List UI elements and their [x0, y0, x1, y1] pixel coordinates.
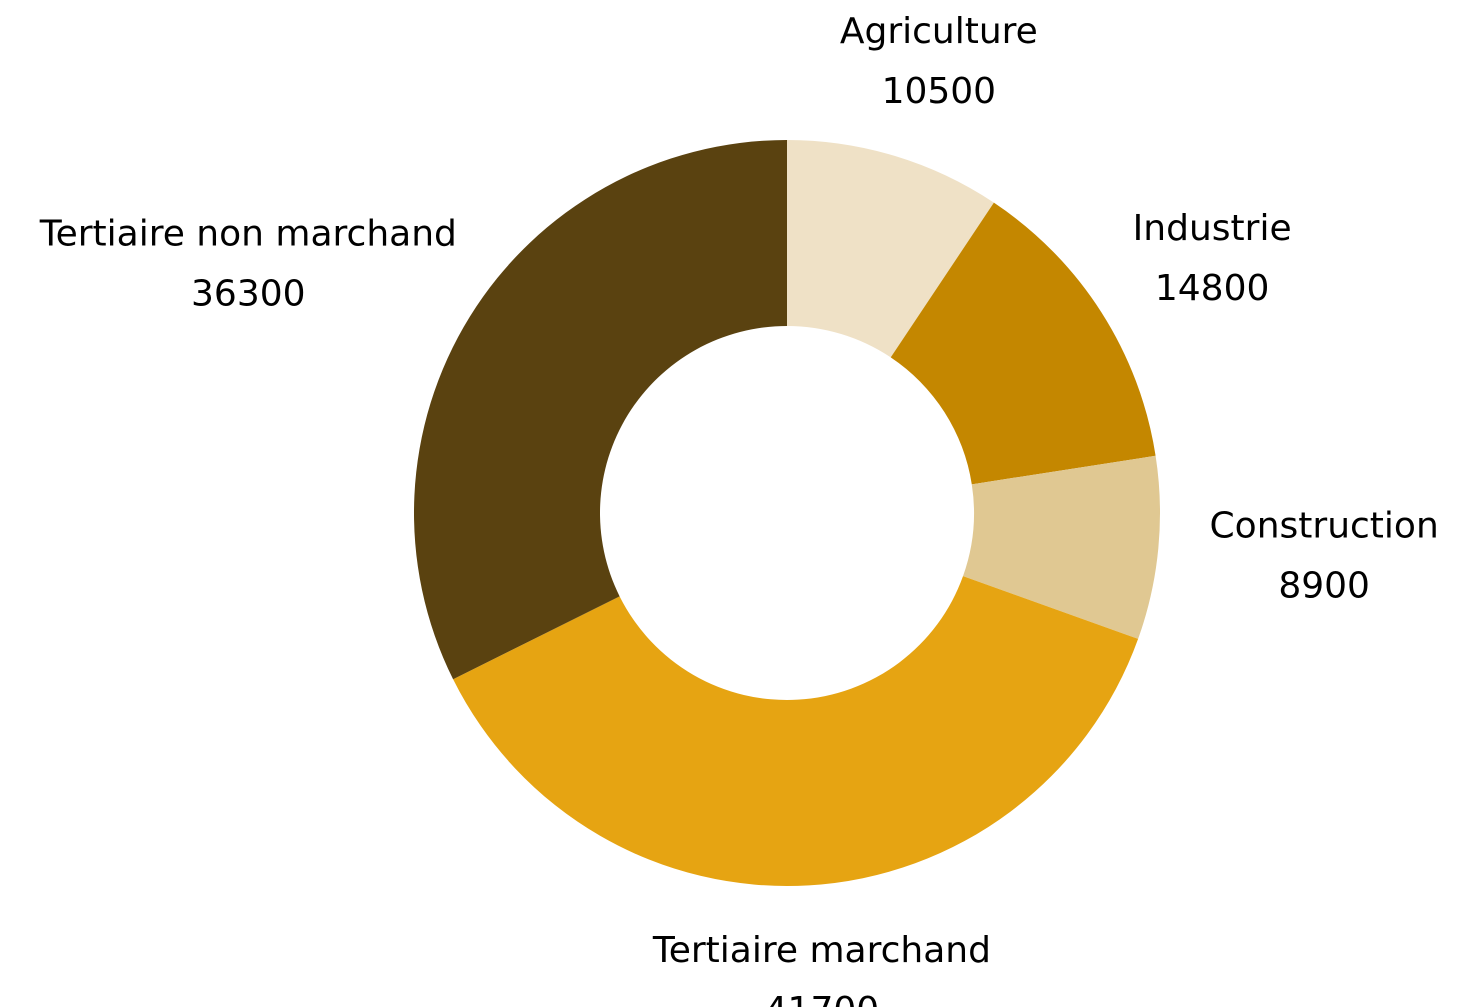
donut-slice — [414, 140, 787, 680]
donut-slice — [963, 455, 1160, 639]
slice-value: 8900 — [1278, 566, 1370, 607]
slice-value: 41700 — [765, 990, 880, 1007]
donut-slice — [453, 576, 1139, 887]
slice-label: Tertiaire non marchand — [39, 214, 457, 255]
slice-label: Construction — [1210, 506, 1439, 547]
slice-label: Tertiaire marchand — [652, 930, 991, 971]
slice-label: Agriculture — [840, 11, 1038, 52]
donut-slice — [890, 202, 1156, 485]
slice-value: 36300 — [191, 274, 306, 315]
donut-slice — [787, 140, 994, 358]
slice-value: 10500 — [882, 71, 997, 112]
slice-label: Industrie — [1133, 208, 1292, 249]
slice-value: 14800 — [1155, 268, 1270, 309]
